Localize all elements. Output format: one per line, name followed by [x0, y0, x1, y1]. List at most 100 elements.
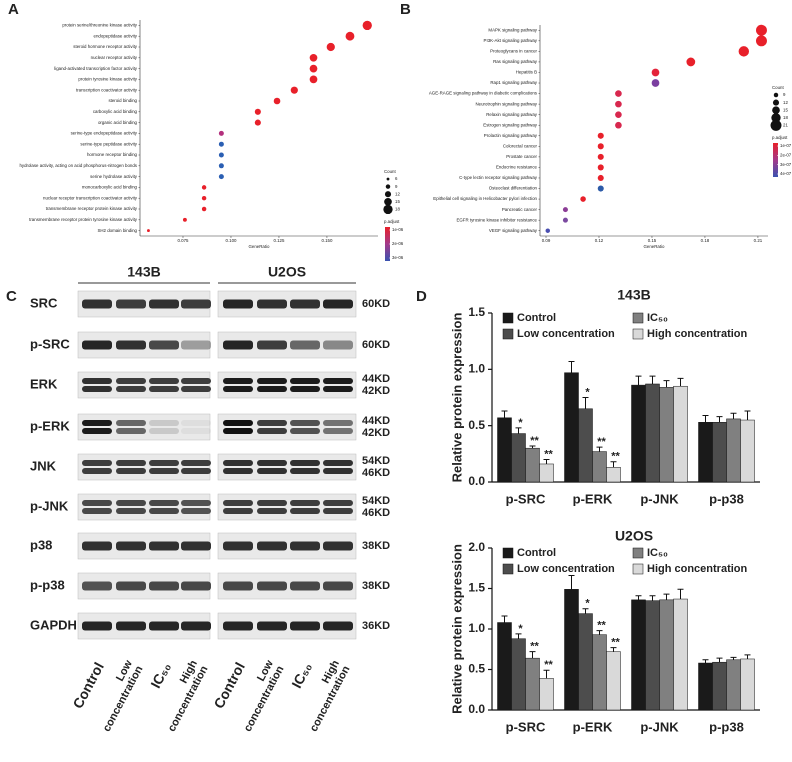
band — [82, 500, 112, 506]
dot — [254, 108, 261, 115]
legend-swatch — [502, 312, 514, 324]
dot — [597, 174, 604, 182]
band — [149, 508, 179, 514]
category-label: Pancreatic cancer — [502, 207, 538, 212]
band — [181, 581, 211, 591]
y-tick-label: 1.0 — [468, 621, 485, 635]
category-label: monocarboxylic acid binding — [82, 185, 138, 190]
band — [116, 468, 146, 474]
category-label: protein serine/threonine kinase activity — [62, 23, 137, 28]
bar — [592, 451, 607, 483]
bar — [525, 447, 540, 483]
dot — [182, 217, 187, 222]
legend-label: 6 — [395, 176, 398, 181]
category-label: Neurotrophin signaling pathway — [475, 101, 537, 106]
row-label: p-p38 — [30, 577, 65, 592]
legend-swatch — [632, 563, 644, 575]
band — [290, 468, 320, 474]
legend-dot — [384, 197, 392, 206]
dot — [651, 68, 660, 77]
category-label: EGFR tyrosine kinase inhibitor resistanc… — [456, 217, 537, 222]
band — [323, 581, 353, 591]
legend-dot — [772, 99, 780, 106]
legend-label: Control — [517, 547, 556, 559]
x-tick-label: 0.12 — [595, 238, 604, 243]
band — [181, 340, 211, 350]
dot — [309, 53, 318, 62]
x-axis-title: GeneRatio — [249, 244, 271, 249]
band — [257, 500, 287, 506]
category-label: hydrolase activity, acting on acid phosp… — [19, 163, 137, 168]
band — [181, 299, 211, 309]
bar — [698, 422, 713, 483]
band — [82, 386, 112, 392]
error-bar — [582, 397, 589, 409]
band — [181, 500, 211, 506]
significance: * — [518, 623, 523, 635]
band — [82, 378, 112, 384]
error-bar — [663, 380, 670, 388]
band — [257, 378, 287, 384]
lane-label: Control — [210, 660, 247, 711]
dot — [597, 143, 604, 150]
dot — [201, 185, 207, 190]
legend-label: 18 — [395, 207, 400, 212]
band — [290, 581, 320, 591]
band — [290, 621, 320, 631]
bar — [740, 658, 755, 711]
band — [290, 508, 320, 514]
lane-label-line: IC₅₀ — [288, 660, 315, 691]
significance: ** — [597, 436, 606, 448]
category-label: steroid binding — [108, 98, 137, 103]
band — [82, 460, 112, 466]
legend-label: 1e-07 — [780, 143, 792, 148]
band — [149, 541, 179, 551]
band — [181, 468, 211, 474]
legend-label: 2e-07 — [780, 152, 792, 157]
band — [82, 428, 112, 434]
legend-label: 3e-06 — [392, 255, 404, 260]
lane-label-line: IC₅₀ — [147, 660, 174, 691]
size-label: 46KD — [362, 507, 390, 519]
chart-title: 143B — [617, 287, 650, 303]
band — [82, 581, 112, 591]
band — [82, 621, 112, 631]
category-label: serine-type peptidase activity — [80, 141, 137, 146]
x-tick-label: p-ERK — [573, 491, 613, 506]
band — [181, 386, 211, 392]
category-label: ligand-activated transcription factor ac… — [54, 66, 138, 71]
legend-label: 1e-06 — [392, 227, 404, 232]
y-axis-title: Relative protein expression — [449, 313, 464, 483]
significance: ** — [597, 620, 606, 632]
error-bar — [568, 575, 575, 590]
dot — [218, 130, 224, 136]
error-bar — [543, 669, 550, 679]
band — [323, 541, 353, 551]
bar — [564, 589, 579, 711]
dot — [686, 57, 696, 67]
legend-swatch — [502, 328, 514, 340]
lane-label-line: Control — [69, 660, 106, 711]
bar — [645, 600, 660, 711]
category-label: Colorectal cancer — [503, 143, 538, 148]
band — [257, 508, 287, 514]
error-bar — [515, 427, 522, 434]
band — [116, 428, 146, 434]
category-label: protein tyrosine kinase activity — [78, 77, 137, 82]
band — [149, 386, 179, 392]
row-label: p-SRC — [30, 336, 70, 351]
legend-label: 21 — [783, 123, 788, 128]
size-label: 38KD — [362, 540, 390, 552]
lane-label: IC₅₀ — [147, 660, 174, 691]
legend-swatch — [632, 547, 644, 559]
y-tick-label: 1.5 — [468, 581, 485, 595]
band — [323, 299, 353, 309]
row-label: p-ERK — [30, 418, 70, 433]
legend-title: Count — [384, 169, 396, 174]
band — [149, 340, 179, 350]
band — [290, 420, 320, 426]
band — [223, 541, 253, 551]
legend-label: 2e-06 — [392, 241, 404, 246]
